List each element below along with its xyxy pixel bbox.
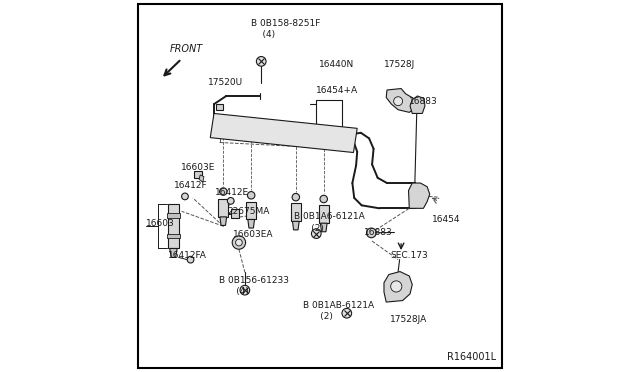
Circle shape (236, 239, 243, 246)
Text: 17528JA: 17528JA (390, 315, 427, 324)
Circle shape (187, 256, 194, 263)
Bar (168, 204, 179, 248)
Text: B 0B156-61233
      (4): B 0B156-61233 (4) (219, 276, 289, 296)
Polygon shape (220, 217, 227, 225)
Circle shape (227, 198, 234, 204)
Polygon shape (321, 223, 327, 232)
Circle shape (342, 308, 351, 318)
Polygon shape (384, 272, 412, 302)
Circle shape (232, 236, 246, 249)
Text: 16412E: 16412E (215, 188, 249, 197)
Bar (216, 104, 223, 110)
Text: 16883: 16883 (364, 228, 392, 237)
Circle shape (240, 285, 250, 295)
Circle shape (292, 193, 300, 201)
Text: 16454+A: 16454+A (316, 86, 358, 95)
Text: B 0B1A6-6121A
      (2): B 0B1A6-6121A (2) (294, 212, 365, 232)
Text: 17528J: 17528J (384, 60, 415, 69)
Circle shape (394, 97, 403, 106)
Text: 16454: 16454 (431, 215, 460, 224)
Circle shape (312, 229, 321, 238)
Text: SEC.173: SEC.173 (390, 251, 428, 260)
Circle shape (367, 228, 376, 238)
Text: 16603EA: 16603EA (232, 230, 273, 239)
Bar (291, 203, 301, 221)
Text: FRONT: FRONT (170, 44, 203, 54)
Polygon shape (211, 113, 357, 153)
Bar (167, 234, 180, 238)
Polygon shape (386, 89, 415, 112)
Text: 16412F: 16412F (174, 182, 207, 190)
Polygon shape (199, 175, 204, 182)
Text: 16440N: 16440N (319, 60, 354, 69)
Circle shape (182, 193, 188, 200)
Circle shape (390, 281, 402, 292)
Text: R164001L: R164001L (447, 352, 497, 362)
Bar (218, 199, 228, 217)
Polygon shape (408, 183, 429, 208)
Circle shape (257, 57, 266, 66)
Bar (319, 205, 328, 223)
Text: 22675MA: 22675MA (228, 207, 270, 216)
Text: B 0B1AB-6121A
      (2): B 0B1AB-6121A (2) (303, 301, 374, 321)
Polygon shape (410, 96, 425, 113)
Text: 16603E: 16603E (181, 163, 216, 172)
Bar (246, 202, 256, 219)
Text: 16603: 16603 (146, 219, 175, 228)
Polygon shape (248, 219, 255, 228)
Circle shape (320, 195, 328, 203)
Circle shape (248, 192, 255, 199)
Bar (167, 213, 180, 218)
Bar (231, 209, 239, 218)
Text: B 0B158-8251F
    (4): B 0B158-8251F (4) (251, 19, 321, 39)
Text: 17520U: 17520U (209, 78, 244, 87)
Polygon shape (292, 221, 299, 230)
Text: 16883: 16883 (408, 97, 437, 106)
Polygon shape (170, 248, 177, 257)
Bar (195, 171, 202, 178)
Circle shape (220, 188, 227, 195)
Text: 16412FA: 16412FA (168, 251, 207, 260)
